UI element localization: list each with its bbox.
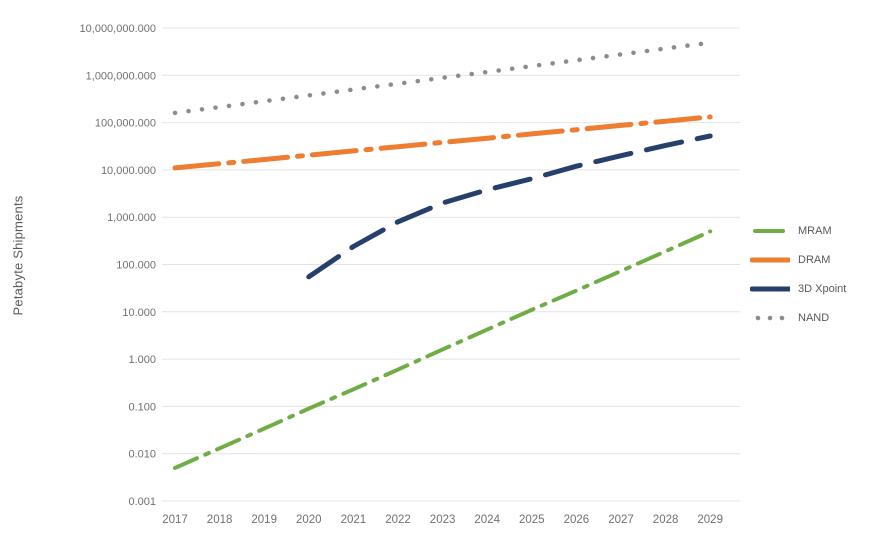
series-line-3d-xpoint <box>306 133 713 280</box>
legend: MRAM DRAM 3D Xpoint NAND <box>750 224 846 325</box>
legend-swatch-3d-xpoint <box>750 286 790 292</box>
legend-label-mram: MRAM <box>798 225 832 237</box>
x-tick-label: 2019 <box>251 514 277 526</box>
y-tick-label: 1,000.000 <box>107 212 156 224</box>
y-tick-label: 100.000 <box>116 260 156 272</box>
y-tick-label: 10,000,000.000 <box>80 23 156 35</box>
legend-item-dram: DRAM <box>750 253 846 267</box>
x-tick-label: 2021 <box>341 514 367 526</box>
legend-item-mram: MRAM <box>750 224 846 238</box>
y-tick-label: 0.010 <box>128 449 156 461</box>
legend-swatch-nand <box>755 315 785 321</box>
x-tick-label: 2024 <box>474 514 500 526</box>
legend-swatch-mram <box>753 229 785 233</box>
series-line-nand <box>172 40 713 116</box>
legend-item-nand: NAND <box>750 311 846 325</box>
legend-swatch-dram <box>750 257 790 263</box>
legend-label-nand: NAND <box>798 312 830 324</box>
series-line-dram <box>172 114 713 171</box>
x-tick-label: 2020 <box>296 514 322 526</box>
y-tick-label: 0.001 <box>128 496 156 508</box>
x-tick-label: 2022 <box>385 514 411 526</box>
x-tick-label: 2017 <box>162 514 188 526</box>
y-tick-label: 100,000.000 <box>95 118 156 130</box>
y-tick-label: 10.000 <box>122 307 156 319</box>
x-tick-label: 2026 <box>564 514 590 526</box>
x-tick-label: 2018 <box>207 514 233 526</box>
x-tick-label: 2028 <box>653 514 679 526</box>
x-tick-label: 2023 <box>430 514 456 526</box>
x-tick-label: 2025 <box>519 514 545 526</box>
y-tick-label: 10,000.000 <box>101 165 156 177</box>
y-tick-label: 0.100 <box>128 401 156 413</box>
series-line-mram <box>173 229 713 470</box>
legend-label-3d-xpoint: 3D Xpoint <box>798 283 847 295</box>
y-tick-label: 1.000 <box>128 354 156 366</box>
x-tick-label: 2029 <box>697 514 723 526</box>
y-tick-label: 1,000,000.000 <box>86 70 156 82</box>
legend-label-dram: DRAM <box>798 254 831 266</box>
x-tick-label: 2027 <box>608 514 634 526</box>
legend-item-3d-xpoint: 3D Xpoint <box>750 282 846 296</box>
